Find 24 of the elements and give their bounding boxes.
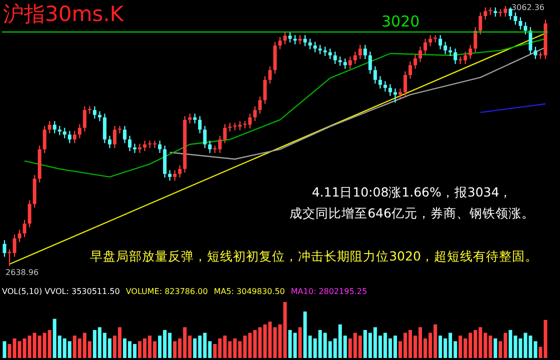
text: 2638.96 [6, 268, 39, 278]
candlestick [398, 88, 402, 98]
candlestick [118, 126, 122, 134]
candlestick [383, 81, 387, 92]
text: VOLUME: 823786.00 [126, 287, 208, 296]
annotation: 成交同比增至646亿元，券商、钢铁领涨。 [290, 205, 534, 220]
candlestick [388, 84, 392, 96]
candlestick [132, 144, 136, 153]
bar [2, 341, 6, 358]
bar [298, 327, 302, 358]
candlestick [434, 35, 438, 42]
candlestick [428, 35, 432, 46]
annotation: 4.11日10:08涨1.66%，报3034， [312, 184, 512, 200]
chart-title: 沪指30ms.K [3, 1, 124, 27]
text: MA5: 3049830.50 [214, 287, 285, 296]
candlestick [143, 140, 147, 152]
text: MA10: 2802195.25 [290, 287, 368, 296]
annotation: 3062.36 [511, 3, 545, 12]
candlestick [138, 144, 142, 153]
candlestick [393, 88, 397, 103]
bar [494, 338, 498, 358]
text: VOL(5,10) VVOL: 3530511.50 [2, 287, 120, 296]
ref-line-label: 3020 [381, 12, 420, 30]
annotation: 早盘局部放量反弹，短线初初复位，冲击长期阻力位3020，超短线有待整固。 [90, 248, 538, 264]
